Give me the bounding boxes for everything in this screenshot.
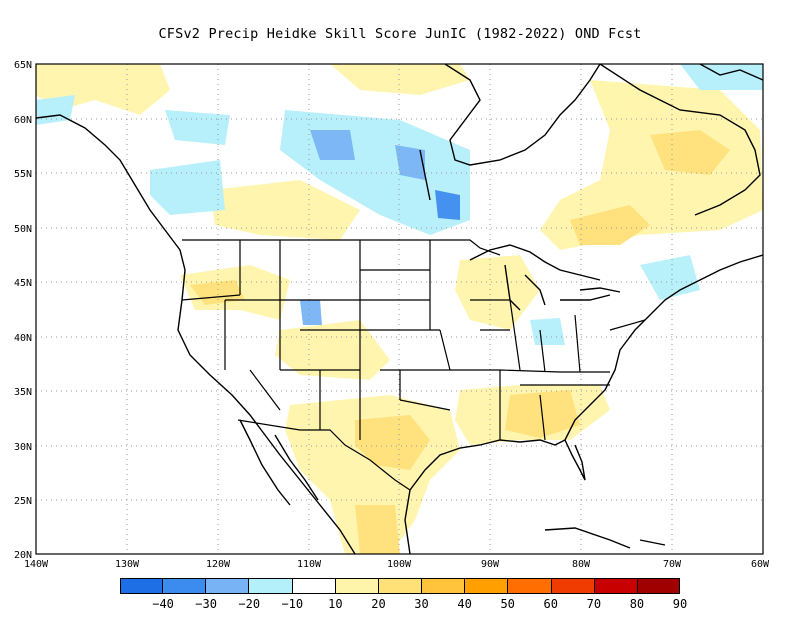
lon-label: 60W xyxy=(751,559,770,570)
baja xyxy=(239,419,291,506)
lake-winnipeg xyxy=(419,149,431,201)
lake-ontario-region xyxy=(579,287,621,293)
lon-label: 110W xyxy=(297,559,322,570)
north-america-coast xyxy=(36,114,763,554)
colorbar-tick-label: 40 xyxy=(457,597,472,611)
lon-label: 130W xyxy=(115,559,140,570)
us-canada-border xyxy=(182,239,501,256)
colorbar-swatch xyxy=(378,578,423,594)
shade-yellow-rockies xyxy=(275,320,390,380)
shade-blue-newengland xyxy=(640,255,700,300)
skill-shading xyxy=(36,64,763,554)
colorbar-tick-label: 30 xyxy=(414,597,429,611)
colorbar-swatch xyxy=(249,578,293,594)
state-lines-west xyxy=(181,240,380,440)
state-lines-east xyxy=(450,299,646,441)
colorbar-swatch xyxy=(422,578,466,594)
shade-blue-dark-manitoba xyxy=(310,130,355,160)
shade-orange-oregon xyxy=(190,280,245,305)
shade-orange-mexico xyxy=(355,505,400,554)
lat-label: 40N xyxy=(14,333,32,344)
colorbar-swatch xyxy=(206,578,250,594)
us-mexico-border xyxy=(237,419,411,491)
cuba xyxy=(544,527,631,549)
lon-label: 120W xyxy=(206,559,231,570)
graticule xyxy=(36,64,763,554)
colorbar-tick-label: −20 xyxy=(238,597,261,611)
shade-blue-utah xyxy=(300,300,322,325)
lat-label: 45N xyxy=(14,278,32,289)
lat-label: 20N xyxy=(14,550,32,561)
map-area xyxy=(36,64,763,554)
colorbar-tick-label: 50 xyxy=(500,597,515,611)
lat-label: 50N xyxy=(14,224,32,235)
colorbar-swatch xyxy=(292,578,336,594)
map-frame xyxy=(35,63,764,555)
lat-label: 30N xyxy=(14,442,32,453)
colorbar-tick-label: −10 xyxy=(281,597,304,611)
shade-yellow-arctic xyxy=(330,64,470,95)
colorbar-swatch xyxy=(120,578,164,594)
latitude-labels: 65N 60N 55N 50N 45N 40N 35N 30N 25N 20N xyxy=(14,60,32,561)
lon-label: 140W xyxy=(24,559,49,570)
lat-label: 60N xyxy=(14,115,32,126)
political-boundaries xyxy=(181,239,646,491)
state-lines-central xyxy=(360,240,451,411)
gulf-california xyxy=(274,434,319,501)
shade-orange-ontario xyxy=(570,205,650,245)
shade-blue-dark-lake xyxy=(435,190,460,220)
lat-label: 65N xyxy=(14,60,32,71)
shade-yellow-midwest xyxy=(455,255,540,330)
lon-label: 70W xyxy=(663,559,682,570)
colorbar-tick-label: 60 xyxy=(543,597,558,611)
shade-yellow-quebec xyxy=(540,80,763,250)
shade-orange-texas xyxy=(355,415,430,470)
lon-label: 90W xyxy=(481,559,500,570)
colorbar xyxy=(120,578,681,594)
colorbar-swatch xyxy=(551,578,595,594)
lat-label: 55N xyxy=(14,169,32,180)
lon-label: 100W xyxy=(387,559,412,570)
colorbar-tick-label: 20 xyxy=(371,597,386,611)
colorbar-tick-label: −40 xyxy=(152,597,174,611)
lat-label: 35N xyxy=(14,387,32,398)
coastlines xyxy=(36,64,763,554)
skill-score-map: 65N 60N 55N 50N 45N 40N 35N 30N 25N 20N … xyxy=(14,60,770,570)
map-title: CFSv2 Precip Heidke Skill Score JunIC (1… xyxy=(158,26,642,42)
colorbar-tick-label: 70 xyxy=(586,597,602,611)
colorbar-tick-label: 10 xyxy=(328,597,343,611)
hispaniola xyxy=(639,539,666,546)
colorbar-swatch xyxy=(163,578,207,594)
shade-blue-dark-ontario xyxy=(395,145,425,180)
lat-label: 25N xyxy=(14,496,32,507)
shade-blue-ohio xyxy=(530,318,565,345)
florida xyxy=(564,439,586,481)
hudson-bay xyxy=(444,64,601,166)
colorbar-swatch xyxy=(335,578,379,594)
colorbar-swatch xyxy=(508,578,552,594)
colorbar-swatch xyxy=(465,578,509,594)
lon-label: 80W xyxy=(572,559,591,570)
labrador xyxy=(599,64,761,216)
longitude-labels: 140W 130W 120W 110W 100W 90W 80W 70W 60W xyxy=(24,559,770,570)
colorbar-swatch xyxy=(594,578,638,594)
shade-yellow-canada-central xyxy=(210,180,360,240)
shade-blue-westcanada xyxy=(150,160,225,215)
greenland-hint xyxy=(699,64,763,81)
colorbar-tick-label: −30 xyxy=(195,597,217,611)
colorbar-tick-label: 80 xyxy=(629,597,645,611)
colorbar-swatch xyxy=(637,578,681,594)
colorbar-tick-label: 90 xyxy=(672,597,688,611)
shade-orange-quebec xyxy=(650,130,730,175)
